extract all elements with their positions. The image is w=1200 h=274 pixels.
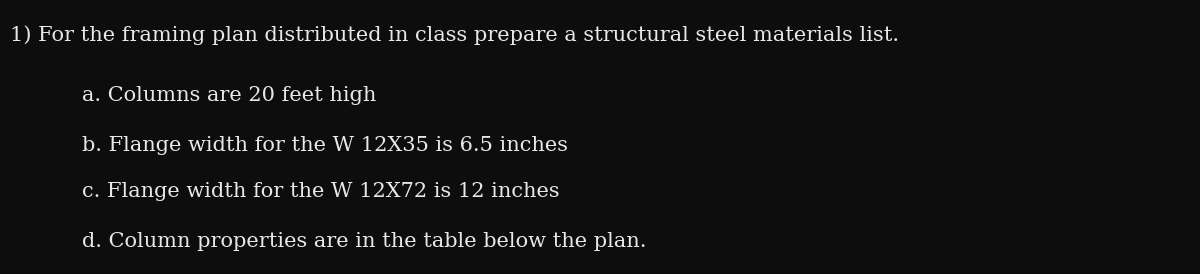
- Text: 1) For the framing plan distributed in class prepare a structural steel material: 1) For the framing plan distributed in c…: [10, 26, 899, 45]
- Text: a. Columns are 20 feet high: a. Columns are 20 feet high: [82, 86, 376, 105]
- Text: b. Flange width for the W 12X35 is 6.5 inches: b. Flange width for the W 12X35 is 6.5 i…: [82, 136, 568, 155]
- Text: d. Column properties are in the table below the plan.: d. Column properties are in the table be…: [82, 232, 646, 251]
- Text: c. Flange width for the W 12X72 is 12 inches: c. Flange width for the W 12X72 is 12 in…: [82, 182, 559, 201]
